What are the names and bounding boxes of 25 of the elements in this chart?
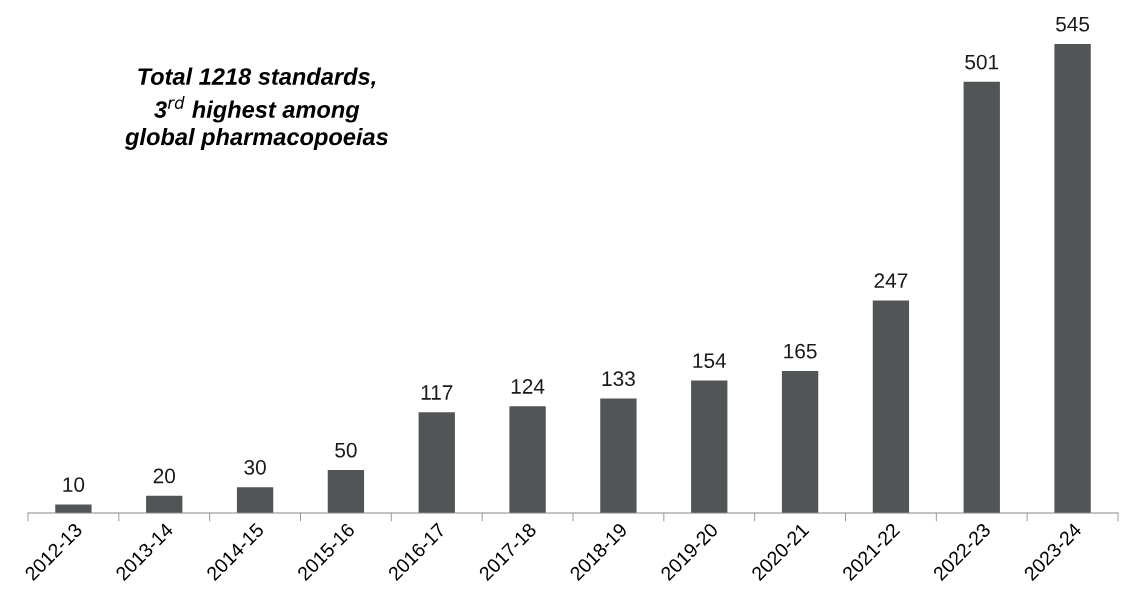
data-label: 20 (153, 468, 176, 484)
bar (236, 487, 274, 513)
bar (55, 504, 92, 513)
annotation: Total 1218 standards, 3$^{rd}$ highest among global pharmacopoeias (124, 67, 388, 150)
bar (1054, 44, 1091, 513)
bar (691, 380, 728, 513)
data-label: 30 (244, 459, 266, 475)
data-label: 154 (693, 353, 727, 369)
data-label: 117 (421, 385, 453, 400)
data-label: 133 (602, 371, 635, 387)
data-label: 124 (511, 379, 545, 394)
data-label: 501 (965, 54, 999, 70)
bar (963, 81, 1000, 513)
bar (418, 412, 455, 513)
data-label: 247 (874, 273, 908, 288)
bar (600, 398, 637, 513)
bar (146, 495, 183, 513)
data-label: 165 (784, 343, 817, 359)
bar (509, 406, 546, 513)
bar (872, 300, 910, 513)
data-label: 545 (1056, 17, 1090, 32)
bar (327, 469, 365, 513)
bar (781, 371, 819, 513)
data-label: 50 (335, 442, 357, 458)
data-label: 10 (63, 477, 85, 492)
